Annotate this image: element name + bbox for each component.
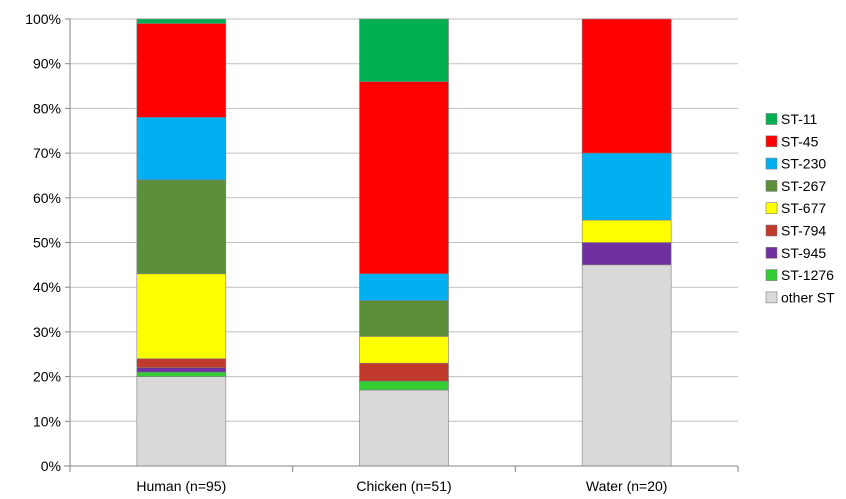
bar-segment-st-230	[136, 117, 227, 181]
legend-swatch	[765, 202, 778, 214]
y-tick-label: 80%	[33, 100, 61, 116]
bar-segment-st-11	[136, 18, 227, 24]
y-tick-label: 10%	[33, 413, 61, 429]
axes	[64, 18, 739, 472]
legend-swatch	[765, 135, 778, 148]
legend-label: ST-230	[781, 156, 826, 172]
bar-segment-st-677	[359, 336, 449, 364]
y-tick-label: 90%	[33, 56, 61, 72]
legend-swatch	[765, 157, 778, 170]
bar-segment-st-45	[359, 81, 449, 275]
legend-label: ST-794	[781, 223, 826, 239]
legend-swatch	[765, 113, 778, 125]
y-axis-tick-labels: 0% 10% 20% 30% 40% 50% 60% 70% 80% 90% 100%	[25, 11, 61, 474]
bar-segment-st-11	[359, 18, 449, 82]
bar-segment-st-677	[581, 219, 672, 243]
x-tick-label: Chicken (n=51)	[356, 478, 451, 494]
y-tick-label: 20%	[33, 369, 61, 385]
y-tick-label: 50%	[33, 235, 61, 251]
bar-segment-st-794	[136, 358, 227, 368]
bar-segment-st-677	[136, 273, 227, 360]
legend-swatch	[765, 247, 778, 259]
bar-segment-st-230	[359, 273, 449, 301]
bar-segment-st-1276	[359, 380, 449, 391]
bar-segment-st-267	[359, 300, 449, 337]
bar-segment-st-1276	[136, 371, 227, 377]
bar-segment-st-945	[581, 242, 672, 266]
y-tick-label: 0%	[41, 458, 61, 474]
y-tick-label: 70%	[33, 145, 61, 161]
y-tick-label: 30%	[33, 324, 61, 340]
legend-swatch	[765, 180, 778, 192]
legend-swatch	[765, 224, 778, 237]
bar-segment-other-st	[136, 376, 227, 467]
legend-label: ST-45	[781, 133, 819, 149]
legend-label: ST-677	[781, 200, 826, 216]
bar-segment-st-267	[136, 179, 227, 275]
x-axis-tick-labels: Human (n=95) Chicken (n=51) Water (n=20)	[136, 478, 667, 494]
legend-label: ST-1276	[781, 267, 834, 283]
bar-segment-st-45	[581, 18, 672, 154]
x-tick-label: Water (n=20)	[586, 478, 668, 494]
y-tick-label: 60%	[33, 190, 61, 206]
bar-segment-st-230	[581, 152, 672, 221]
y-tick-label: 100%	[25, 11, 61, 27]
legend-label: ST-267	[781, 178, 826, 194]
bar-segment-st-45	[136, 23, 227, 118]
y-tick-label: 40%	[33, 279, 61, 295]
legend-label: ST-945	[781, 245, 826, 261]
bar-segment-other-st	[359, 389, 449, 467]
bar-segment-st-945	[136, 367, 227, 373]
legend-swatch	[765, 291, 778, 304]
legend-label: ST-11	[781, 111, 818, 127]
bars	[136, 18, 672, 467]
bar-segment-other-st	[581, 264, 672, 467]
legend-label: other ST	[781, 289, 835, 305]
bar-segment-st-794	[359, 362, 449, 382]
x-tick-label: Human (n=95)	[136, 478, 226, 494]
legend-swatch	[765, 269, 778, 281]
legend: ST-11 ST-45 ST-230 ST-267 ST-677 ST-794 ST-945…	[765, 111, 835, 305]
